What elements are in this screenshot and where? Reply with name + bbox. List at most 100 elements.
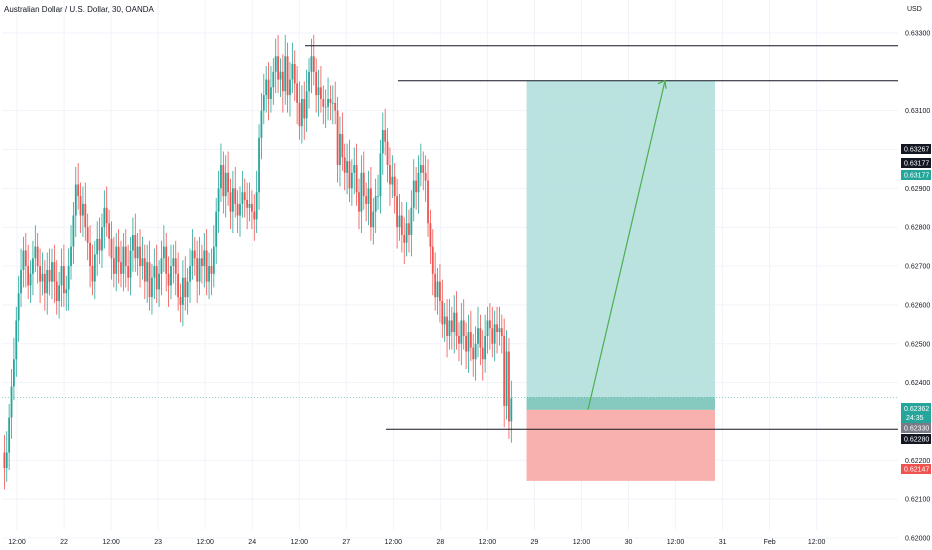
candle-body	[303, 98, 306, 119]
candle-body	[248, 203, 251, 208]
time-axis[interactable]: 12:00 22 12:00 23 12:00 24 12:00 27 12:00 28 12:00…	[8, 539, 825, 546]
candle-body	[398, 215, 401, 228]
candle-body	[27, 266, 30, 286]
candle-body	[129, 250, 132, 278]
candle-body	[362, 172, 365, 197]
candle-body	[22, 250, 25, 270]
candle-body	[379, 153, 382, 197]
candle-body	[55, 281, 58, 302]
candle-body	[427, 180, 429, 224]
price-axis[interactable]: 0.637000.636000.635000.634000.633000.631…	[905, 0, 930, 543]
candle-body	[136, 246, 139, 259]
candle-body	[74, 184, 77, 216]
candle-body	[65, 289, 68, 294]
candle-body	[46, 269, 49, 294]
candle-body	[215, 211, 218, 247]
candle-body	[224, 172, 227, 197]
candle-body	[400, 215, 403, 235]
candle-body	[198, 258, 201, 282]
candle-body	[155, 266, 158, 290]
candle-body	[360, 172, 363, 212]
stop-zone[interactable]	[526, 409, 715, 481]
candle-body	[462, 320, 465, 336]
candle-body	[343, 157, 346, 173]
horizontal-lines[interactable]	[2, 45, 898, 430]
long-position-zones[interactable]	[526, 80, 715, 481]
candle-body	[236, 203, 239, 216]
candle-body	[305, 91, 308, 119]
candle-body	[86, 227, 89, 243]
candle-body	[79, 196, 82, 216]
profit-zone[interactable]	[526, 80, 715, 410]
candle-body	[184, 277, 187, 298]
candle-body	[496, 324, 498, 333]
candle-body	[246, 200, 249, 208]
candle-body	[36, 246, 39, 267]
x-tick-label: 12:00	[573, 539, 591, 546]
x-tick-label: 12:00	[667, 539, 685, 546]
candle-body	[453, 312, 456, 333]
candle-body	[436, 281, 439, 298]
arrow-line[interactable]	[587, 80, 666, 410]
x-tick-label: 12:00	[290, 539, 308, 546]
candle-body	[274, 56, 277, 72]
trend-arrow[interactable]	[587, 79, 667, 410]
candle-body	[117, 246, 120, 263]
price-tag	[901, 464, 931, 474]
candle-body	[62, 266, 65, 294]
x-tick-label: 22	[60, 539, 68, 546]
candle-body	[89, 242, 91, 267]
candle-body	[32, 258, 34, 274]
candle-body	[110, 238, 113, 259]
candle-body	[424, 172, 427, 181]
candle-body	[300, 98, 303, 127]
candle-body	[262, 95, 265, 111]
candle-body	[141, 258, 144, 267]
candle-body	[450, 320, 453, 333]
last-price-label: 0.62362	[904, 406, 929, 413]
candle-body	[217, 188, 220, 212]
y-tick-label: 0.63100	[905, 108, 930, 115]
candle-body	[329, 98, 332, 103]
candle-body	[417, 172, 420, 193]
candle-body	[489, 320, 491, 329]
candle-body	[15, 320, 18, 360]
price-tag	[901, 144, 931, 154]
candle-body	[48, 269, 51, 282]
candle-body	[108, 223, 110, 239]
candle-body	[443, 316, 446, 325]
candle-body	[284, 56, 287, 92]
candle-body	[367, 188, 370, 204]
candle-body	[253, 211, 256, 220]
candle-body	[348, 161, 351, 189]
candle-body	[3, 452, 6, 469]
candle-body	[122, 246, 125, 274]
candle-body	[479, 328, 482, 348]
candle-body	[410, 207, 413, 235]
candle-body	[508, 351, 510, 422]
candle-body	[148, 262, 151, 298]
candle-body	[220, 165, 222, 189]
candle-body	[493, 324, 496, 344]
candle-body	[153, 266, 156, 278]
candle-body	[481, 347, 484, 360]
candle-body	[405, 223, 408, 243]
candle-body	[365, 196, 368, 204]
x-tick-label: 30	[625, 539, 633, 546]
candle-body	[174, 258, 177, 274]
candle-body	[267, 79, 270, 99]
candle-body	[429, 223, 432, 247]
candle-body	[222, 165, 225, 197]
x-tick-label: Feb	[764, 539, 776, 546]
candle-body	[260, 110, 263, 138]
candle-body	[239, 203, 241, 216]
candle-body	[70, 246, 72, 267]
y-tick-label: 0.62200	[905, 458, 930, 465]
candle-body	[29, 273, 32, 286]
candle-body	[389, 165, 391, 185]
x-tick-label: 12:00	[808, 539, 826, 546]
candle-body	[336, 110, 339, 166]
candle-body	[146, 262, 149, 282]
y-tick-label: 0.63300	[905, 30, 930, 37]
